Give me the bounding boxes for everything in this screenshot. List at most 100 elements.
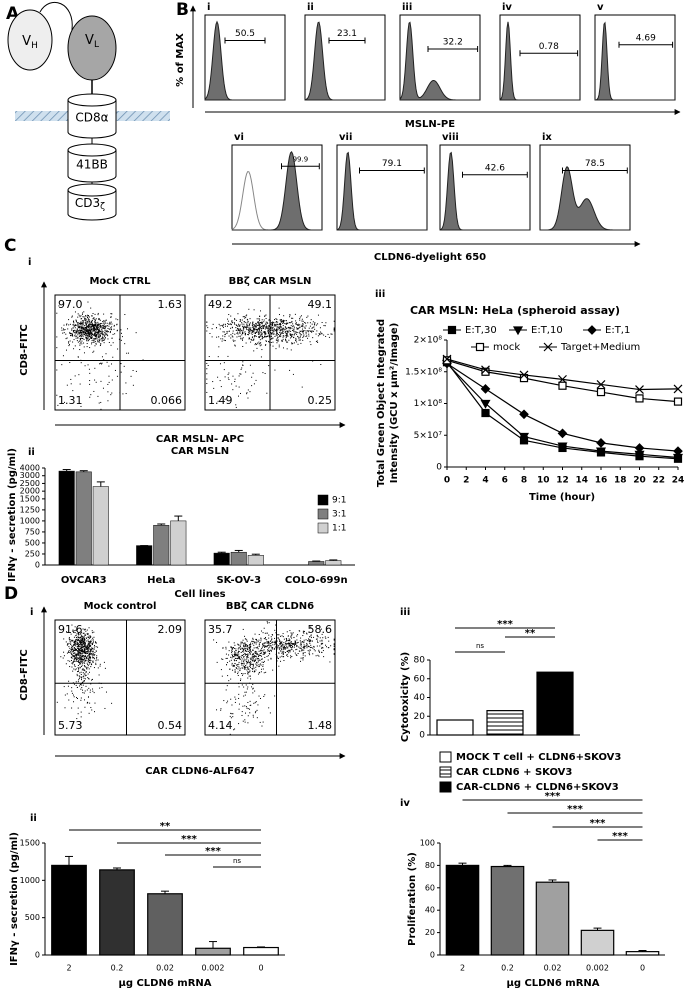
event-dot xyxy=(284,646,285,647)
event-dot xyxy=(298,647,299,648)
event-dot xyxy=(76,697,77,698)
event-dot xyxy=(75,658,76,659)
event-dot xyxy=(90,666,91,667)
event-dot xyxy=(242,658,243,659)
x-tick-label: 2 xyxy=(66,964,71,973)
event-dot xyxy=(295,320,296,321)
point xyxy=(482,385,490,393)
event-dot xyxy=(323,650,324,651)
event-dot xyxy=(293,637,294,638)
event-dot xyxy=(213,324,214,325)
y-axis-label: Proliferation (%) xyxy=(407,852,418,946)
event-dot xyxy=(94,335,95,336)
event-dot xyxy=(87,633,88,634)
event-dot xyxy=(303,641,304,642)
event-dot xyxy=(272,649,273,650)
event-dot xyxy=(299,631,300,632)
event-dot xyxy=(92,352,93,353)
event-dot xyxy=(74,335,75,336)
event-dot xyxy=(273,337,274,338)
event-dot xyxy=(277,657,278,658)
event-dot xyxy=(65,329,66,330)
event-dot xyxy=(299,340,300,341)
event-dot xyxy=(253,326,254,327)
vl-main: V xyxy=(85,33,94,48)
bar xyxy=(171,521,187,565)
event-dot xyxy=(84,642,85,643)
sub-label: ii xyxy=(30,813,37,824)
event-dot xyxy=(307,645,308,646)
event-dot xyxy=(206,368,207,369)
event-dot xyxy=(231,713,232,714)
event-dot xyxy=(243,663,244,664)
event-dot xyxy=(84,665,85,666)
event-dot xyxy=(79,641,80,642)
event-dot xyxy=(77,317,78,318)
event-dot xyxy=(260,722,261,723)
event-dot xyxy=(264,653,265,654)
event-dot xyxy=(91,321,92,322)
event-dot xyxy=(93,313,94,314)
event-dot xyxy=(237,328,238,329)
event-dot xyxy=(238,694,239,695)
legend-swatch xyxy=(318,523,328,533)
event-dot xyxy=(81,716,82,717)
event-dot xyxy=(103,323,104,324)
event-dot xyxy=(80,323,81,324)
event-dot xyxy=(261,323,262,324)
event-dot xyxy=(76,332,77,333)
event-dot xyxy=(80,322,81,323)
event-dot xyxy=(56,370,57,371)
event-dot xyxy=(74,330,75,331)
event-dot xyxy=(102,332,103,333)
event-dot xyxy=(280,643,281,644)
event-dot xyxy=(303,331,304,332)
event-dot xyxy=(77,329,78,330)
event-dot xyxy=(303,650,304,651)
event-dot xyxy=(222,338,223,339)
event-dot xyxy=(86,330,87,331)
event-dot xyxy=(241,657,242,658)
event-dot xyxy=(232,670,233,671)
event-dot xyxy=(96,323,97,324)
x-axis-label: CAR MSLN xyxy=(171,446,229,457)
event-dot xyxy=(237,655,238,656)
event-dot xyxy=(237,313,238,314)
event-dot xyxy=(110,324,111,325)
event-dot xyxy=(290,334,291,335)
event-dot xyxy=(262,319,263,320)
event-dot xyxy=(246,669,247,670)
event-dot xyxy=(236,665,237,666)
event-dot xyxy=(98,327,99,328)
event-dot xyxy=(100,327,101,328)
event-dot xyxy=(301,642,302,643)
event-dot xyxy=(68,341,69,342)
event-dot xyxy=(93,328,94,329)
event-dot xyxy=(244,692,245,693)
event-dot xyxy=(253,703,254,704)
x-tick-label: 14 xyxy=(575,476,588,486)
event-dot xyxy=(272,642,273,643)
event-dot xyxy=(313,321,314,322)
event-dot xyxy=(234,697,235,698)
event-dot xyxy=(107,323,108,324)
event-dot xyxy=(306,647,307,648)
x-tick-label: 8 xyxy=(521,476,527,486)
event-dot xyxy=(253,328,254,329)
event-dot xyxy=(304,322,305,323)
event-dot xyxy=(238,667,239,668)
event-dot xyxy=(112,380,113,381)
event-dot xyxy=(281,649,282,650)
event-dot xyxy=(89,713,90,714)
event-dot xyxy=(291,325,292,326)
event-dot xyxy=(75,345,76,346)
event-dot xyxy=(245,331,246,332)
event-dot xyxy=(334,639,335,640)
event-dot xyxy=(255,325,256,326)
event-dot xyxy=(287,643,288,644)
event-dot xyxy=(101,333,102,334)
event-dot xyxy=(71,328,72,329)
event-dot xyxy=(228,379,229,380)
event-dot xyxy=(267,651,268,652)
event-dot xyxy=(277,324,278,325)
